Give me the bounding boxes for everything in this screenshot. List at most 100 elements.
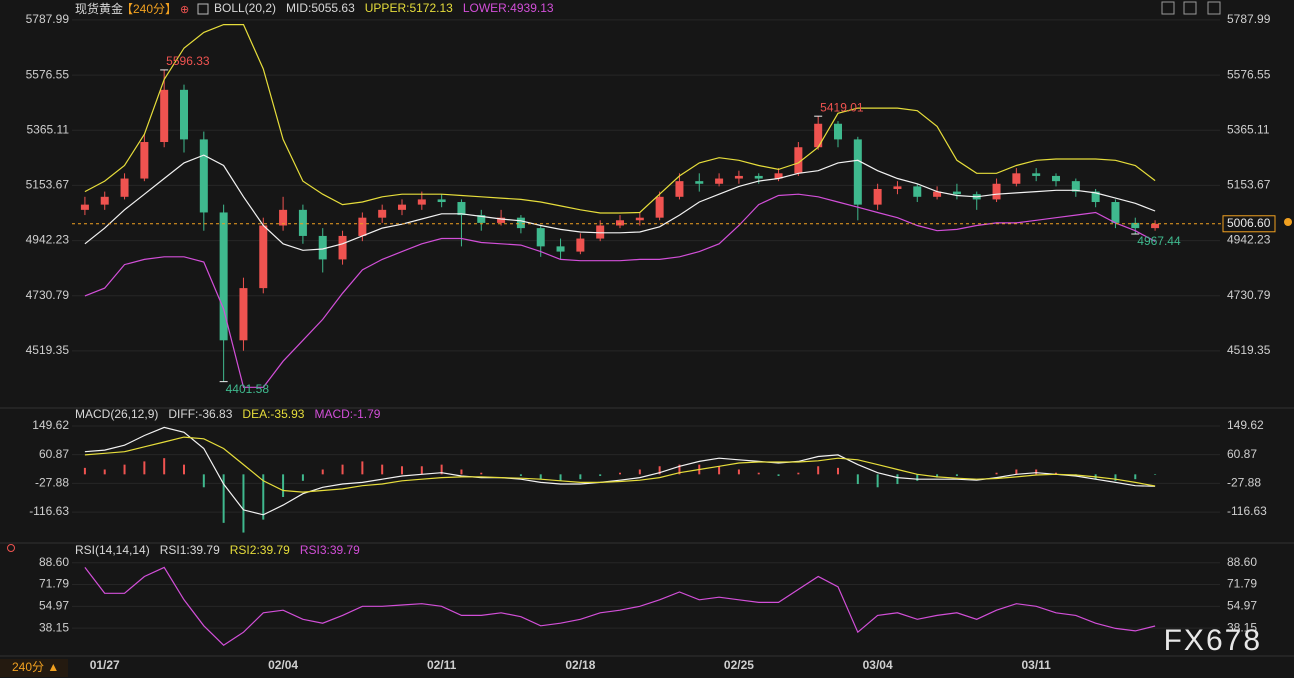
candle-body (477, 215, 486, 223)
line-series (84, 193, 1156, 388)
candle-body (199, 139, 208, 213)
y-tick-label-right: 5153.67 (1227, 178, 1271, 192)
candle-body (1111, 202, 1120, 223)
candle-body (814, 123, 823, 148)
high-label: 5419.01 (820, 100, 864, 114)
low-label: 4967.44 (1137, 234, 1181, 248)
candle-body (655, 196, 664, 218)
indicator-legend: RSI2:39.79 (230, 543, 290, 557)
candle-body (734, 175, 743, 179)
last-price-label: 5006.60 (1227, 216, 1271, 230)
candle-body (754, 175, 763, 179)
y-tick-label: -27.88 (35, 476, 69, 490)
y-tick-label: -116.63 (29, 504, 69, 518)
candle-body (80, 204, 89, 210)
candle-body (952, 191, 961, 195)
candle-body (695, 181, 704, 184)
indicator-legend: MACD(26,12,9) (75, 407, 158, 421)
period-button[interactable]: 240分 ▲ (12, 660, 59, 674)
candle-body (516, 217, 525, 229)
y-tick-label-right: 38.15 (1227, 620, 1257, 634)
y-tick-label: 5787.99 (26, 12, 70, 26)
line-series (84, 436, 1156, 493)
legend-entry: RSI3:39.79 (300, 543, 360, 557)
y-tick-label-right: 88.60 (1227, 555, 1257, 569)
indicator-legend: LOWER:4939.13 (463, 1, 554, 15)
y-tick-label: 38.15 (39, 620, 69, 634)
indicator-legend: MID:5055.63 (286, 1, 355, 15)
candle-body (1052, 175, 1060, 182)
icon-button[interactable] (1207, 1, 1221, 15)
candle-body (893, 186, 902, 189)
indicator-legend: DEA:-35.93 (242, 407, 304, 421)
y-tick-label: 4519.35 (26, 343, 70, 357)
low-label: 4401.58 (226, 382, 270, 396)
candle-body (853, 139, 862, 205)
line-series (84, 566, 1156, 646)
y-tick-label-right: 4519.35 (1227, 343, 1271, 357)
line-series (84, 154, 1156, 251)
candle-body (298, 209, 307, 236)
candle-body (576, 238, 585, 252)
toggle-icon[interactable] (197, 3, 209, 15)
x-tick-label: 03/04 (863, 658, 893, 672)
candle-body (556, 246, 565, 252)
last-price-box (1222, 215, 1276, 233)
indicator-legend: RSI1:39.79 (160, 543, 220, 557)
settings-icon[interactable]: ⊕ (180, 4, 189, 16)
icon-button[interactable] (1161, 1, 1175, 15)
instrument-title: 现货黄金 (75, 1, 123, 16)
candle-body (417, 199, 426, 205)
window-icons (7, 1, 1292, 552)
y-tick-label-right: 4730.79 (1227, 288, 1271, 302)
candle-body (338, 235, 347, 260)
candle-body (160, 89, 169, 143)
indicator-icon[interactable] (7, 544, 15, 552)
period-label[interactable]: 【240分】 (121, 2, 177, 16)
candle-body (1151, 223, 1160, 229)
candle-body (279, 209, 288, 226)
candle-body (616, 220, 624, 226)
y-tick-label: 54.97 (39, 599, 69, 613)
y-tick-label-right: -116.63 (1227, 504, 1267, 518)
candle-body (913, 186, 922, 197)
watermark: FX678 (1164, 624, 1262, 657)
x-tick-label: 01/27 (90, 658, 120, 672)
y-tick-label-right: 149.62 (1227, 418, 1264, 432)
y-tick-label-right: 5787.99 (1227, 12, 1271, 26)
candle-body (239, 288, 248, 341)
candle-body (536, 228, 545, 247)
y-tick-label-right: 5576.55 (1227, 67, 1271, 81)
icon-button[interactable] (1183, 1, 1197, 15)
candle-body (774, 173, 783, 179)
candle-body (873, 188, 882, 205)
x-tick-label: 03/11 (1021, 658, 1051, 672)
candle-body (834, 123, 842, 140)
y-tick-label: 149.62 (32, 418, 69, 432)
y-tick-label-right: 54.97 (1227, 599, 1257, 613)
candle-body (437, 199, 446, 203)
indicator-legend: UPPER:5172.13 (365, 1, 453, 15)
candle-body (933, 191, 942, 197)
y-tick-label: 5153.67 (26, 178, 70, 192)
candle-body (497, 217, 506, 223)
candle-body (219, 212, 228, 341)
y-tick-label-right: 4942.23 (1227, 233, 1271, 247)
period-button-bg[interactable] (0, 659, 68, 677)
candle-body (100, 196, 109, 205)
candle-body (1091, 191, 1100, 203)
line-series (84, 24, 1156, 214)
y-tick-label: 88.60 (39, 555, 69, 569)
y-tick-label: 4730.79 (26, 288, 70, 302)
y-tick-label: 5576.55 (26, 67, 70, 81)
candle-body (180, 89, 188, 140)
indicator-legend: DIFF:-36.83 (168, 407, 232, 421)
high-label: 5596.33 (166, 54, 210, 68)
candle-body (140, 142, 149, 179)
candle-body (358, 217, 367, 236)
candle-body (794, 147, 803, 174)
candle-body (259, 225, 268, 289)
price-marker-icon (1284, 218, 1292, 226)
